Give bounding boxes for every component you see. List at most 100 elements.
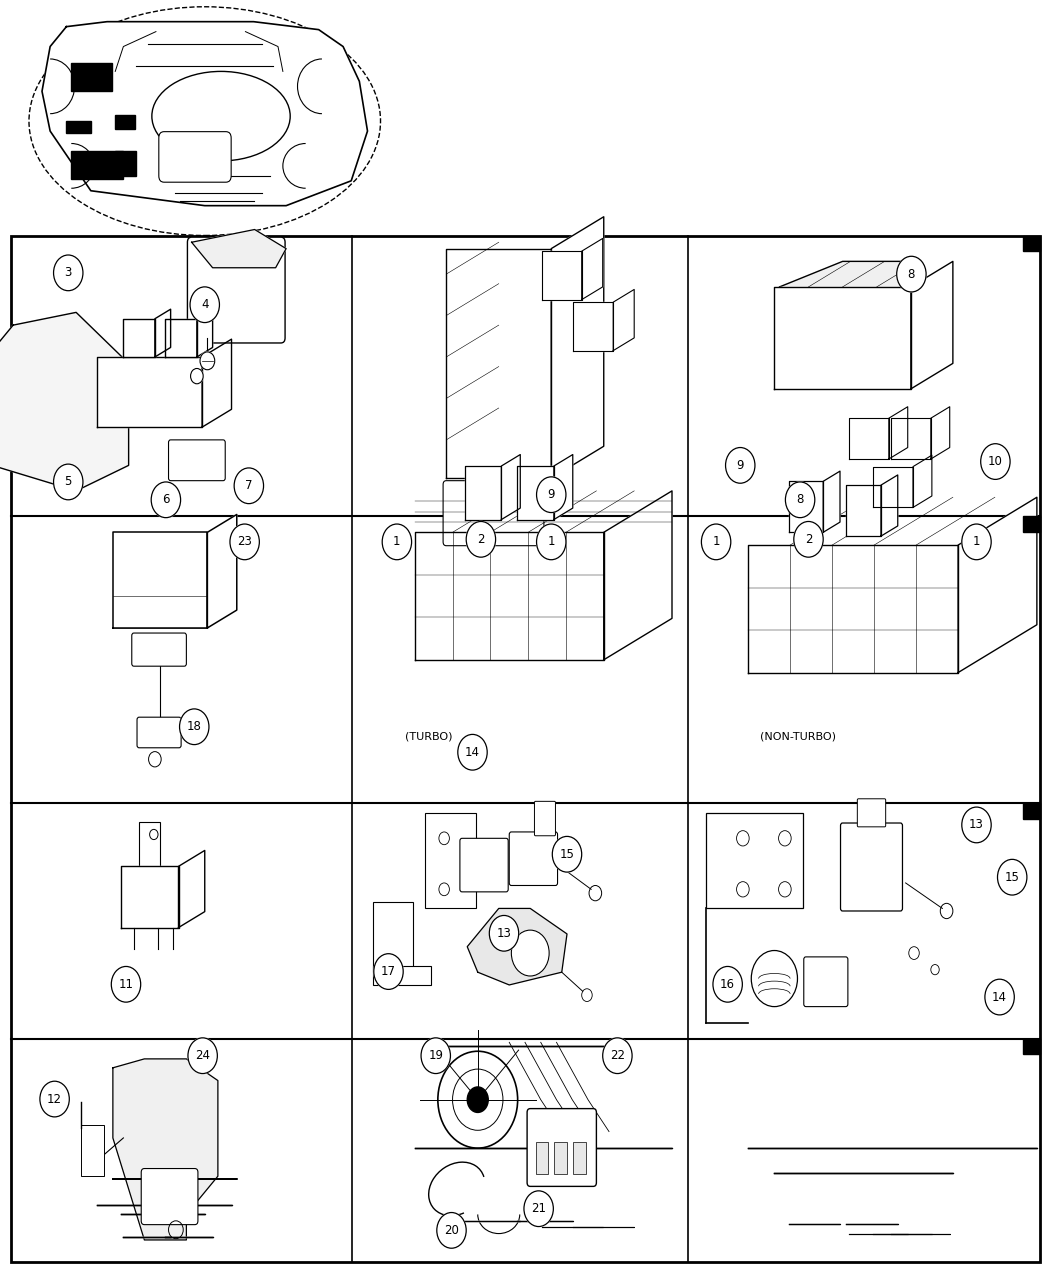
Polygon shape [113,533,208,629]
FancyBboxPatch shape [534,802,555,836]
Polygon shape [881,474,898,536]
Circle shape [537,477,566,513]
Circle shape [962,807,991,843]
Polygon shape [888,407,907,459]
Circle shape [466,521,496,557]
Polygon shape [848,418,888,459]
Bar [82,1126,105,1176]
FancyBboxPatch shape [857,798,886,827]
Polygon shape [582,238,603,300]
Circle shape [230,524,259,560]
Circle shape [200,352,215,370]
Polygon shape [517,467,554,520]
Circle shape [180,709,209,745]
Bar [71,64,112,92]
Polygon shape [208,515,237,629]
Text: 8: 8 [907,268,916,280]
Polygon shape [542,251,582,300]
Bar [573,1142,586,1173]
Text: (NON-TURBO): (NON-TURBO) [760,732,836,742]
Polygon shape [192,230,286,268]
Text: 19: 19 [428,1049,443,1062]
Text: 1: 1 [393,536,401,548]
Bar [116,115,134,129]
Circle shape [537,524,566,560]
Text: 13: 13 [969,819,984,831]
Text: 1: 1 [712,536,720,548]
Polygon shape [197,310,212,357]
FancyBboxPatch shape [804,956,848,1007]
Text: 22: 22 [610,1049,625,1062]
Polygon shape [155,310,171,357]
Text: 1: 1 [972,536,981,548]
Text: 7: 7 [245,479,253,492]
Polygon shape [446,249,551,478]
Polygon shape [0,312,128,491]
FancyBboxPatch shape [509,833,558,885]
Polygon shape [775,287,910,389]
Circle shape [54,255,83,291]
Polygon shape [846,484,881,536]
Bar [1023,236,1040,251]
Polygon shape [604,491,672,660]
Polygon shape [789,481,823,533]
Bar [1023,1039,1040,1054]
FancyBboxPatch shape [527,1108,596,1186]
Polygon shape [502,455,521,520]
Text: 13: 13 [497,927,511,940]
Circle shape [467,1086,488,1112]
Circle shape [511,931,549,977]
Text: 21: 21 [531,1202,546,1215]
Circle shape [489,915,519,951]
Polygon shape [874,467,914,507]
Polygon shape [958,497,1037,673]
Text: 6: 6 [162,493,170,506]
Bar [139,822,160,871]
Bar [706,813,802,908]
Circle shape [726,448,755,483]
Circle shape [437,1213,466,1248]
Circle shape [785,482,815,518]
Bar [66,121,90,133]
Text: 15: 15 [1005,871,1020,884]
Circle shape [524,1191,553,1227]
Text: 11: 11 [119,978,133,991]
FancyBboxPatch shape [132,634,187,666]
FancyBboxPatch shape [138,717,182,747]
Polygon shape [166,319,197,357]
Text: 14: 14 [465,746,480,759]
Circle shape [438,1051,518,1148]
Text: 14: 14 [992,991,1007,1003]
Polygon shape [748,546,958,673]
Bar [554,1142,567,1173]
Text: 24: 24 [195,1049,210,1062]
Circle shape [40,1081,69,1117]
FancyBboxPatch shape [840,824,902,910]
Circle shape [458,734,487,770]
Polygon shape [98,357,202,427]
Bar [373,903,413,973]
Circle shape [962,524,991,560]
Circle shape [111,966,141,1002]
FancyBboxPatch shape [460,839,508,892]
FancyBboxPatch shape [142,1168,198,1224]
Circle shape [897,256,926,292]
Circle shape [552,836,582,872]
Polygon shape [178,850,205,928]
Polygon shape [551,217,604,478]
FancyBboxPatch shape [168,440,226,481]
Text: 10: 10 [988,455,1003,468]
Circle shape [188,1038,217,1074]
Bar [1023,803,1040,819]
Text: 3: 3 [64,266,72,279]
Circle shape [190,287,219,323]
Circle shape [981,444,1010,479]
Text: 8: 8 [796,493,804,506]
Text: 1: 1 [547,536,555,548]
Text: 2: 2 [804,533,813,546]
FancyBboxPatch shape [443,481,544,546]
Bar [71,150,124,178]
Polygon shape [467,908,567,984]
Bar [116,150,136,176]
Text: 18: 18 [187,720,202,733]
